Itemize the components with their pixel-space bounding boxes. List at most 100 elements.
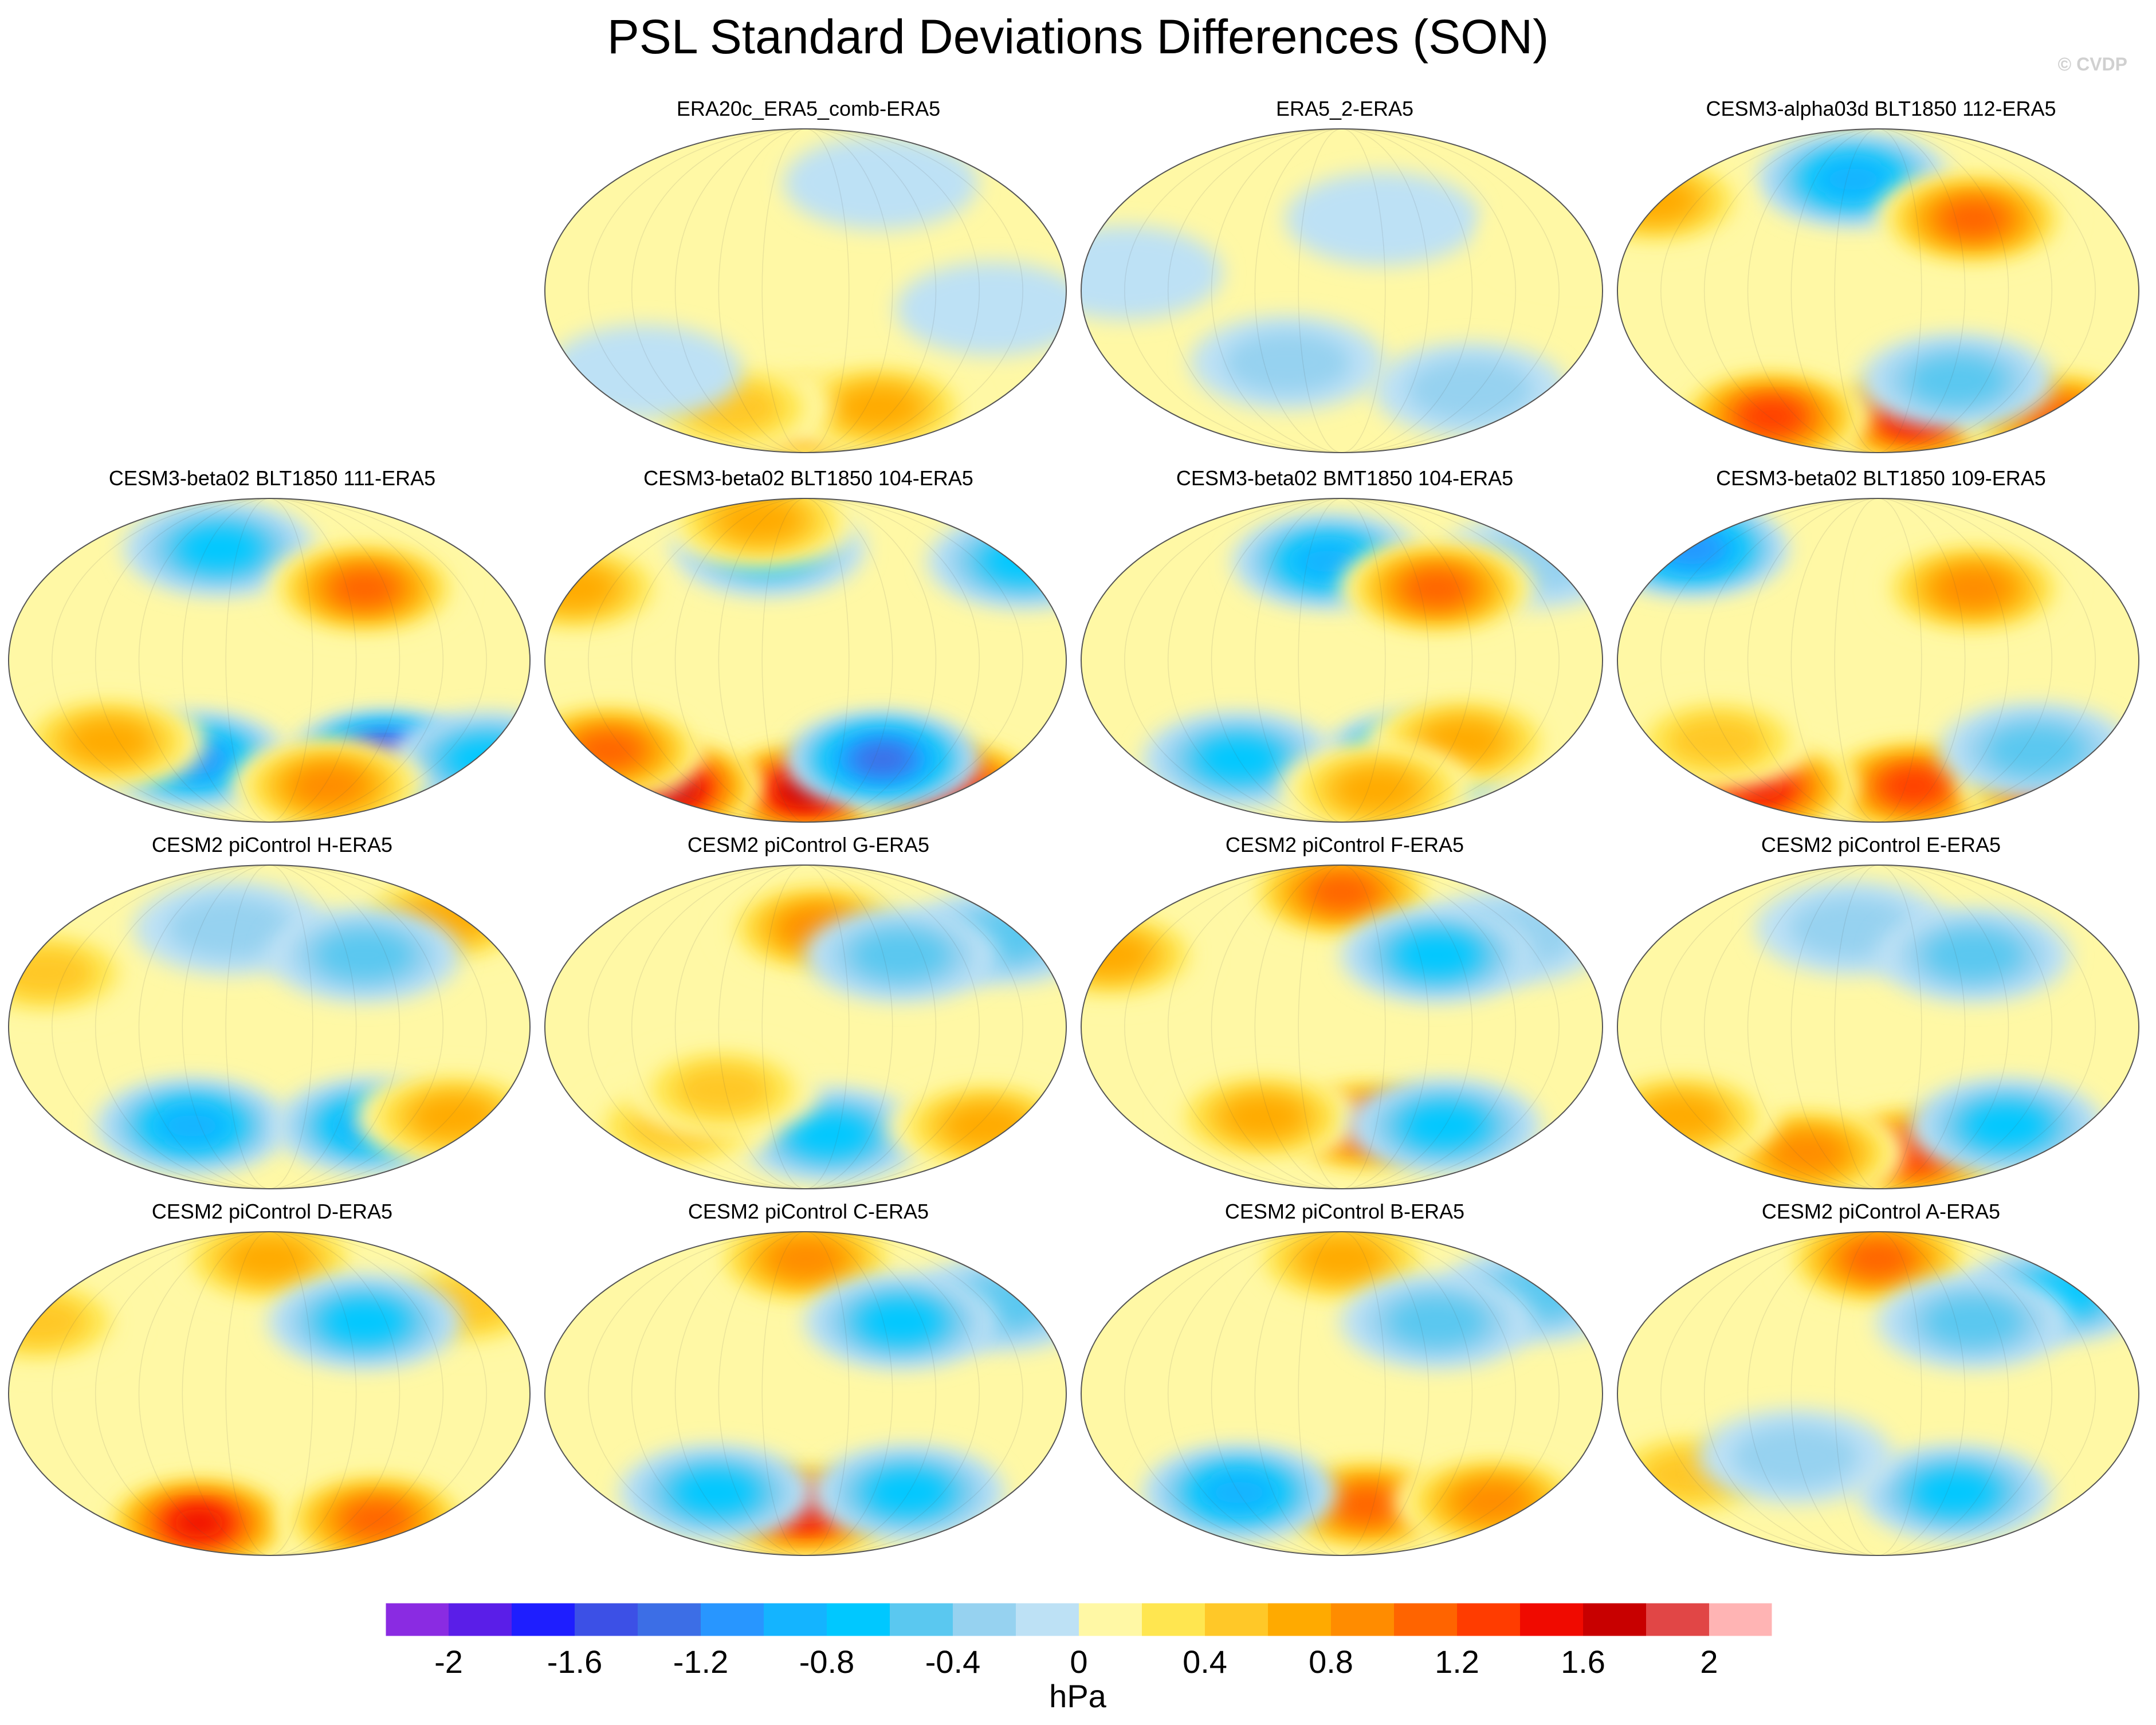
panel-title: CESM3-beta02 BLT1850 104-ERA5 <box>643 466 973 490</box>
anomaly-contour <box>1388 1297 1486 1346</box>
colorbar-swatch <box>1331 1603 1395 1636</box>
anomaly-contour <box>447 738 528 780</box>
anomaly-contour <box>1669 717 1766 765</box>
graticule-line <box>631 865 980 1189</box>
panel-title: CESM2 piControl A-ERA5 <box>1761 1200 2001 1223</box>
colorbar-swatch <box>827 1603 890 1636</box>
map <box>1081 865 1603 1189</box>
graticule-line <box>1211 498 1473 822</box>
map <box>544 498 1067 823</box>
anomaly-contour <box>324 1301 405 1342</box>
anomaly-contour <box>852 930 949 979</box>
graticule-line <box>138 865 400 1189</box>
map-panel: CESM2 piControl H-ERA5 <box>6 833 539 1189</box>
anomaly-contour <box>868 1472 949 1513</box>
anomaly-contour <box>1908 356 2005 405</box>
anomaly-contour <box>1397 934 1478 976</box>
colorbar-swatch <box>1394 1603 1458 1636</box>
anomaly-contour <box>413 1097 493 1137</box>
map <box>1081 128 1603 453</box>
anomaly-contour <box>1938 570 2009 607</box>
graticule-line <box>1834 129 1922 453</box>
colorbar-swatch <box>575 1603 638 1636</box>
anomaly-contour <box>172 1509 226 1537</box>
anomaly-contour <box>167 897 294 959</box>
graticule-line <box>1298 1232 1386 1555</box>
map-outline <box>1617 498 2139 823</box>
graticule-line <box>761 865 850 1189</box>
graticule-line <box>674 498 937 822</box>
map-panel: CESM2 piControl A-ERA5 <box>1615 1200 2147 1556</box>
graticule-line <box>225 1232 313 1555</box>
graticule-line <box>588 1232 1023 1555</box>
graticule-line <box>761 498 850 822</box>
graticule-line <box>52 498 487 822</box>
anomaly-contour <box>1405 572 1468 605</box>
anomaly-contour <box>1223 1097 1303 1137</box>
anomaly-contour <box>1885 771 1943 801</box>
panel-title: CESM2 piControl H-ERA5 <box>151 833 393 856</box>
graticule-line <box>588 865 1023 1189</box>
colorbar-tick-label: 2 <box>1700 1644 1718 1680</box>
colorbar-unit-label: hPa <box>1049 1678 1106 1714</box>
anomaly-contour <box>1847 1242 1910 1275</box>
anomaly-contour <box>68 721 149 762</box>
colorbar-swatch <box>764 1603 827 1636</box>
graticule-line <box>761 129 850 453</box>
anomaly-contour <box>1915 1472 1996 1513</box>
anomaly-contour <box>1660 532 1723 565</box>
panel-title: CESM2 piControl G-ERA5 <box>687 833 930 856</box>
map-panel: CESM3-beta02 BLT1850 104-ERA5 <box>542 466 1075 823</box>
map-panel: CESM3-beta02 BLT1850 109-ERA5 <box>1615 467 2147 823</box>
panel-title: CESM3-alpha03d BLT1850 112-ERA5 <box>1706 97 2056 120</box>
map-panel: CESM3-alpha03d BLT1850 112-ERA5 <box>1615 97 2147 453</box>
graticule-line <box>1211 129 1473 453</box>
graticule-line <box>1703 865 2053 1189</box>
map-outline <box>1081 865 1603 1189</box>
map-panel: CESM2 piControl C-ERA5 <box>542 1200 1075 1556</box>
colorbar-swatch <box>449 1603 512 1636</box>
map <box>544 1231 1067 1556</box>
colorbar-swatch <box>1079 1603 1142 1636</box>
map <box>1081 1231 1603 1556</box>
anomaly-contour <box>344 1503 407 1536</box>
colorbar-swatch <box>638 1603 701 1636</box>
map-outline <box>544 128 1067 453</box>
map-panel: CESM2 piControl D-ERA5 <box>6 1200 539 1556</box>
panel-title: CESM3-beta02 BMT1850 104-ERA5 <box>1176 466 1514 490</box>
graticule-line <box>95 1232 444 1555</box>
anomaly-contour <box>896 261 1066 356</box>
map-outline <box>544 498 1067 823</box>
graticule-line <box>1703 129 2053 453</box>
anomaly-contour <box>676 1472 756 1513</box>
colorbar-swatch <box>953 1603 1016 1636</box>
map <box>8 1231 531 1556</box>
map-panel: CESM3-beta02 BLT1850 111-ERA5 <box>6 466 539 823</box>
graticule-line <box>1254 865 1430 1189</box>
map-outline <box>1617 128 2139 453</box>
colorbar: -2 -1.6 -1.2 -0.8 -0.4 0 0.4 0.8 1.2 1.6 2 hPa <box>385 1602 1773 1714</box>
panel-title: CESM3-beta02 BLT1850 111-ERA5 <box>108 466 436 490</box>
graticule-line <box>1747 865 2009 1189</box>
graticule-line <box>95 498 444 822</box>
graticule-line <box>225 865 313 1189</box>
colorbar-tick-label: -0.8 <box>799 1644 855 1680</box>
anomaly-contour <box>1818 161 1888 197</box>
graticule-line <box>52 1232 487 1555</box>
map <box>8 498 531 823</box>
graticule-line <box>588 498 1023 822</box>
graticule-line <box>1167 498 1517 822</box>
map-outline <box>8 865 531 1189</box>
graticule-line <box>1834 498 1922 822</box>
anomaly-contour <box>854 744 912 775</box>
panel-title: ERA5_2-ERA5 <box>1275 97 1414 120</box>
anomaly-contour <box>1335 1488 1398 1522</box>
graticule-line <box>95 865 444 1189</box>
map-panel: CESM2 piControl G-ERA5 <box>542 833 1075 1189</box>
anomaly-contour <box>1404 1105 1485 1146</box>
panel-title: CESM2 piControl B-ERA5 <box>1224 1200 1465 1223</box>
anomaly-contour <box>1422 721 1503 762</box>
anomaly-contour <box>1617 180 1695 221</box>
graticule-line <box>1660 129 2096 453</box>
anomaly-contour <box>1925 1297 2022 1346</box>
